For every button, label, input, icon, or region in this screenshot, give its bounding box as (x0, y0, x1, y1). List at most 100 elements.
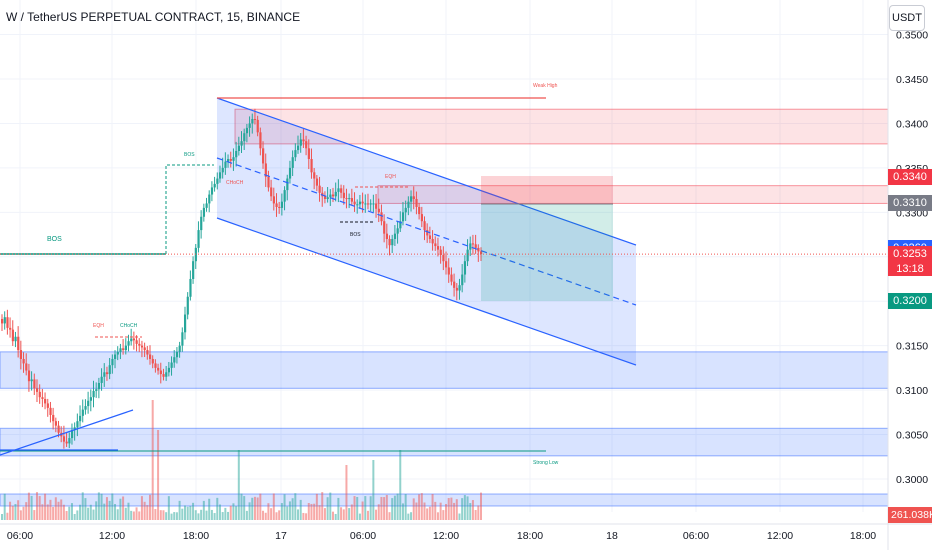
candle-body (197, 230, 200, 248)
candle-body (439, 249, 442, 255)
volume-bar (453, 502, 456, 520)
candle-body (192, 261, 195, 279)
candle-body (1, 318, 4, 324)
candle-body (149, 354, 152, 359)
candle-body (44, 398, 47, 404)
candle-body (477, 247, 480, 252)
volume-bar (151, 400, 154, 520)
volume-bar (6, 512, 9, 520)
volume-bar (46, 504, 49, 520)
drawings-layer[interactable]: BOS BOS EQH CHoCH CHoCH EQH BOS Weak High Strong… (0, 83, 888, 466)
candle-body (366, 203, 370, 205)
choch-mid-label: CHoCH (226, 180, 244, 186)
volume-bar (461, 498, 464, 520)
candle-body (361, 201, 364, 204)
candle-body (157, 367, 160, 371)
volume-bar (253, 496, 256, 520)
candle-body (175, 351, 179, 358)
volume-bar (210, 509, 213, 520)
candle-body (418, 206, 421, 215)
candle-body (334, 191, 337, 197)
candle-body (283, 190, 286, 202)
time-axis-label: 18:00 (517, 530, 543, 542)
candle-body (431, 238, 434, 244)
volume-bar (186, 506, 189, 520)
candle-body (315, 178, 319, 186)
volume-bar (248, 502, 251, 520)
volume-bar (154, 509, 157, 520)
price-axis-label: 0.3400 (896, 118, 928, 130)
time-axis-label: 18 (606, 530, 618, 542)
currency-button[interactable]: USDT (889, 5, 925, 31)
candle-body (412, 196, 415, 199)
volume-bar (189, 505, 192, 520)
candle-body (97, 382, 101, 390)
time-axis-label: 17 (275, 530, 287, 542)
volume-bar (450, 497, 453, 520)
volume-bar (175, 512, 178, 520)
candle-body (205, 203, 208, 208)
volume-bar (205, 510, 208, 520)
volume-bar (224, 507, 227, 520)
supply-zone-upper (234, 108, 889, 145)
volume-bar (73, 513, 76, 520)
candle-body (159, 370, 162, 375)
choch-left-label: CHoCH (120, 323, 138, 329)
candle-body (84, 406, 87, 410)
candle-body (463, 261, 467, 275)
candle-body (122, 348, 125, 351)
candle-body (81, 409, 84, 416)
volume-bar (321, 492, 324, 520)
candle-body (329, 194, 332, 198)
volume-bar (259, 493, 262, 520)
candle-body (135, 340, 138, 344)
volume-bar (213, 513, 216, 520)
volume-bar (318, 505, 321, 520)
volume-bar (30, 495, 33, 520)
volume-bar (348, 508, 351, 520)
candle-body (46, 403, 49, 408)
volume-bar (76, 510, 79, 520)
candle-body (318, 185, 321, 193)
candle-body (383, 221, 386, 234)
candle-body (227, 158, 230, 162)
volume-bar (326, 497, 329, 520)
volume-bar (170, 513, 173, 520)
volume-bar (270, 508, 273, 520)
volume-bar (369, 496, 372, 520)
volume-bar (100, 493, 103, 520)
volume-bar (377, 504, 380, 520)
volume-histogram (1, 400, 482, 520)
volume-bar (200, 509, 203, 520)
candle-body (393, 233, 397, 239)
volume-bar (469, 503, 472, 520)
candle-body (342, 192, 345, 199)
volume-value-tag: 261.038K (888, 507, 932, 523)
volume-bar (275, 512, 278, 520)
volume-bar (393, 495, 396, 520)
candle-body (240, 141, 243, 146)
volume-bar (138, 511, 141, 520)
candle-body (447, 267, 450, 275)
price-tag-0-3200: 0.3200 (888, 293, 932, 310)
volume-bar (218, 504, 221, 520)
volume-bar (146, 505, 149, 520)
candle-body (262, 148, 265, 164)
volume-bar (79, 504, 82, 520)
volume-zone (0, 493, 889, 507)
price-axis-label: 0.3500 (896, 30, 928, 42)
candle-body (162, 374, 165, 377)
candle-body (200, 216, 203, 231)
time-axis-label: 06:00 (7, 530, 33, 542)
volume-bar (127, 502, 130, 520)
candle-body (114, 354, 117, 359)
volume-bar (463, 495, 466, 520)
candle-body (178, 345, 181, 352)
candle-body (100, 376, 103, 383)
volume-bar (264, 512, 267, 520)
volume-bar (22, 506, 25, 520)
volume-bar (426, 508, 429, 520)
volume-bar (302, 512, 305, 520)
candle-body (471, 243, 475, 245)
